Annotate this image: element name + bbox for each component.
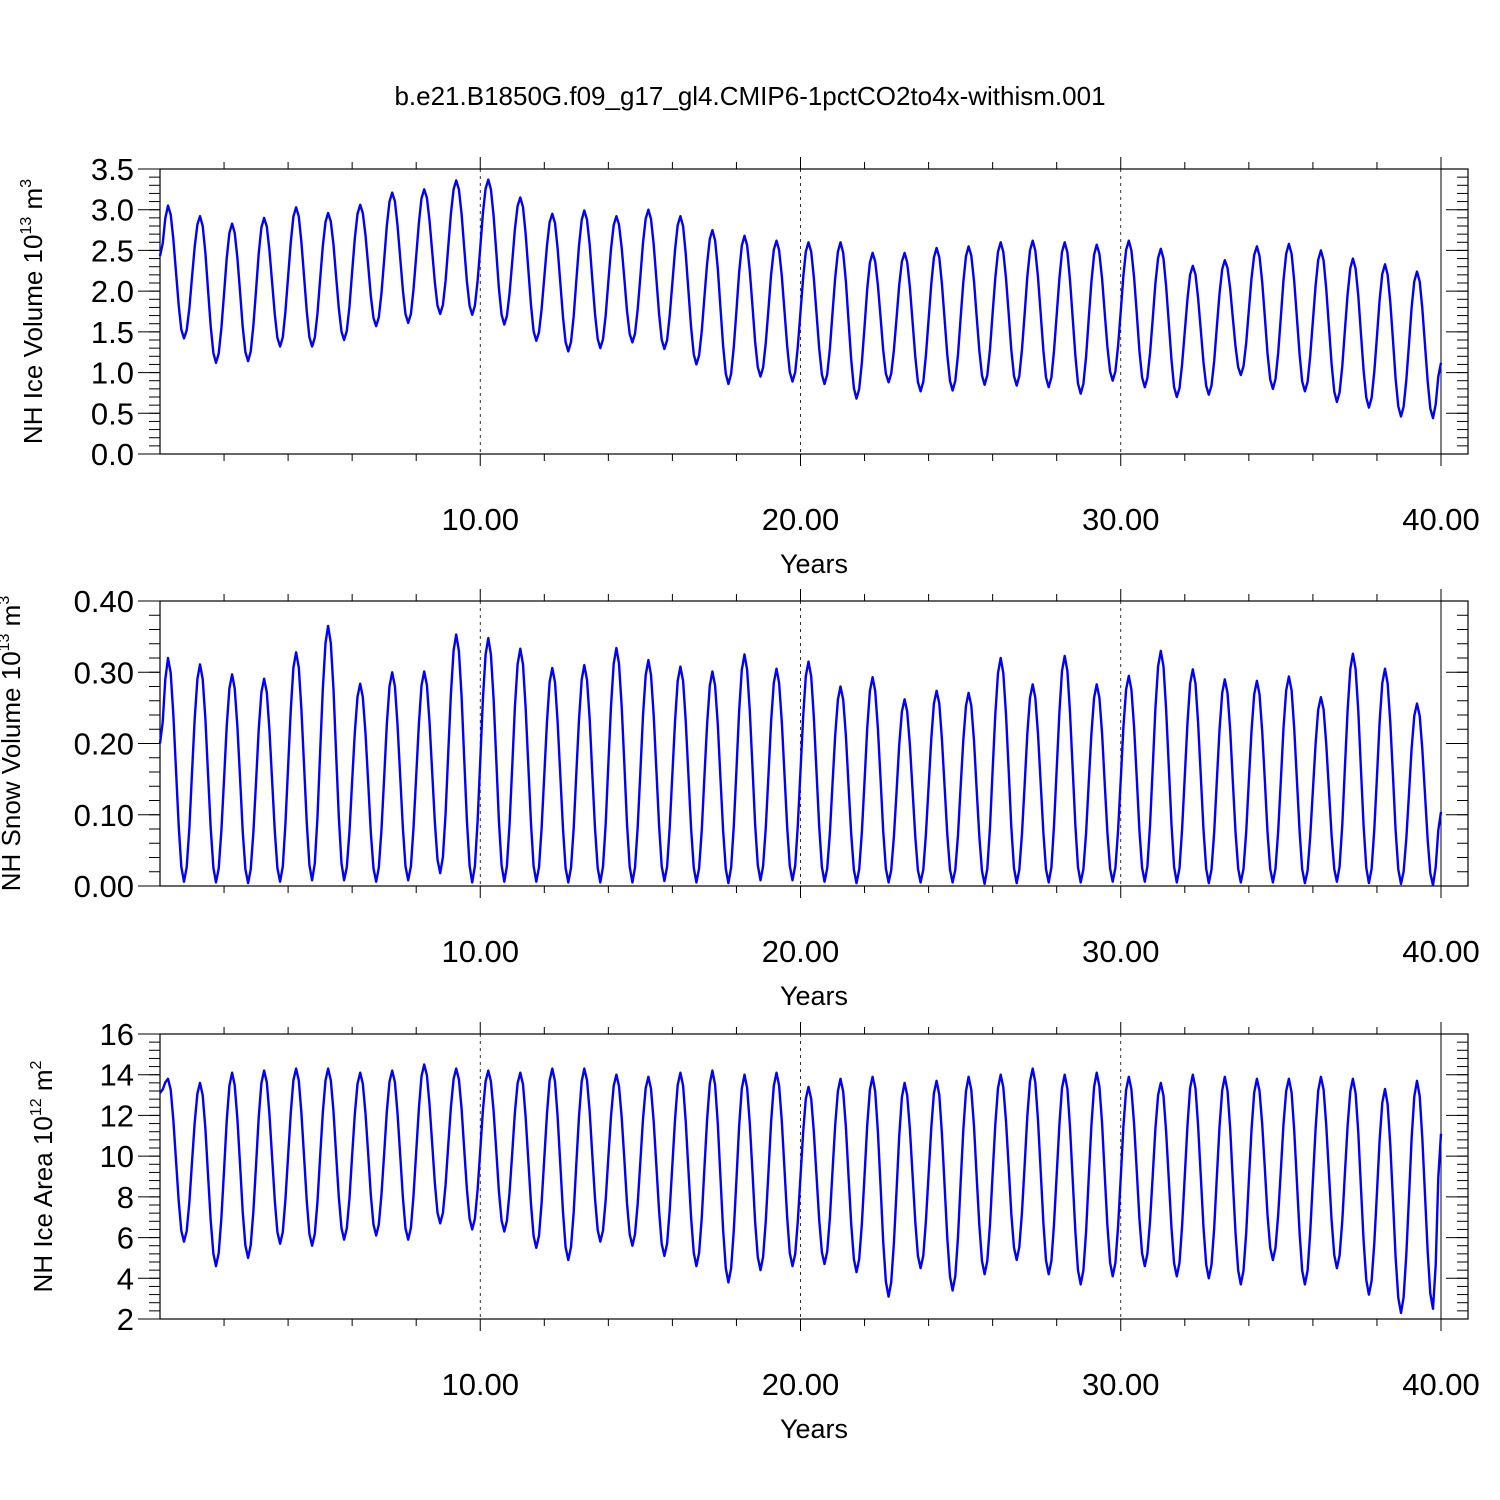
y-tick-label: 0.0 <box>91 437 134 472</box>
y-tick-label: 0.40 <box>74 584 134 619</box>
y-tick-label: 0.30 <box>74 655 134 690</box>
y-axis-label: NH Snow Volume 1013 m3 <box>0 596 26 892</box>
y-tick-label: 0.10 <box>74 798 134 833</box>
y-tick-label: 10 <box>100 1139 134 1174</box>
series-line <box>159 1063 1443 1315</box>
x-axis-label: Years <box>780 1414 848 1444</box>
y-tick-label: 2.0 <box>91 274 134 309</box>
x-tick-label: 10.00 <box>441 502 519 537</box>
figure-title: b.e21.B1850G.f09_g17_gl4.CMIP6-1pctCO2to… <box>394 81 1105 111</box>
y-tick-label: 3.0 <box>91 193 134 228</box>
y-tick-label: 2 <box>117 1302 134 1337</box>
x-tick-label: 30.00 <box>1082 1367 1160 1402</box>
panels: 10.00 20.00 30.00 40.00Years0.00.51.01.52.0… <box>0 152 1480 1444</box>
y-axis-label: NH Ice Area 1012 m2 <box>28 1060 58 1292</box>
y-tick-label: 6 <box>117 1221 134 1256</box>
panel-2: 10.00 20.00 30.00 40.00 Years 0.00 0.10 0.20 0.3… <box>0 584 1480 1011</box>
x-tick-label: 30.00 <box>1082 502 1160 537</box>
y-tick-label: 0.00 <box>74 869 134 904</box>
x-axis-label: Years <box>780 981 848 1011</box>
y-tick-label: 16 <box>100 1017 134 1052</box>
y-tick-label: 4 <box>117 1261 134 1296</box>
x-tick-label: 20.00 <box>762 502 840 537</box>
x-tick-label: 10.00 <box>441 1367 519 1402</box>
x-tick-label: 20.00 <box>762 934 840 969</box>
series-line <box>158 178 1443 420</box>
y-axis-label: NH Ice Volume 1013 m3 <box>18 179 48 444</box>
x-axis-label: Years <box>780 549 848 579</box>
x-tick-label: 40.00 <box>1402 502 1480 537</box>
plot-frame <box>159 168 1469 455</box>
y-tick-label: 2.5 <box>91 233 134 268</box>
y-tick-label: 1.0 <box>91 356 134 391</box>
plot-frame <box>159 1033 1469 1320</box>
panel-3: 10.00 20.00 30.00 40.00 Years 2 4 6 8 10 12 14 16 NH … <box>28 1017 1480 1444</box>
y-tick-label: 1.5 <box>91 315 134 350</box>
series-line <box>158 624 1443 887</box>
x-tick-label: 40.00 <box>1402 934 1480 969</box>
y-tick-label: 0.20 <box>74 727 134 762</box>
y-tick-label: 3.5 <box>91 152 134 187</box>
y-tick-label: 12 <box>100 1098 134 1133</box>
x-tick-label: 30.00 <box>1082 934 1160 969</box>
x-tick-label: 40.00 <box>1402 1367 1480 1402</box>
y-tick-label: 14 <box>100 1058 134 1093</box>
x-tick-label: 10.00 <box>441 934 519 969</box>
x-tick-label: 20.00 <box>762 1367 840 1402</box>
y-tick-label: 8 <box>117 1180 134 1215</box>
panel-1: 10.00 20.00 30.00 40.00 Years 0.0 0.5 1.0 1.5 2.0… <box>18 152 1480 579</box>
y-tick-label: 0.5 <box>91 396 134 431</box>
